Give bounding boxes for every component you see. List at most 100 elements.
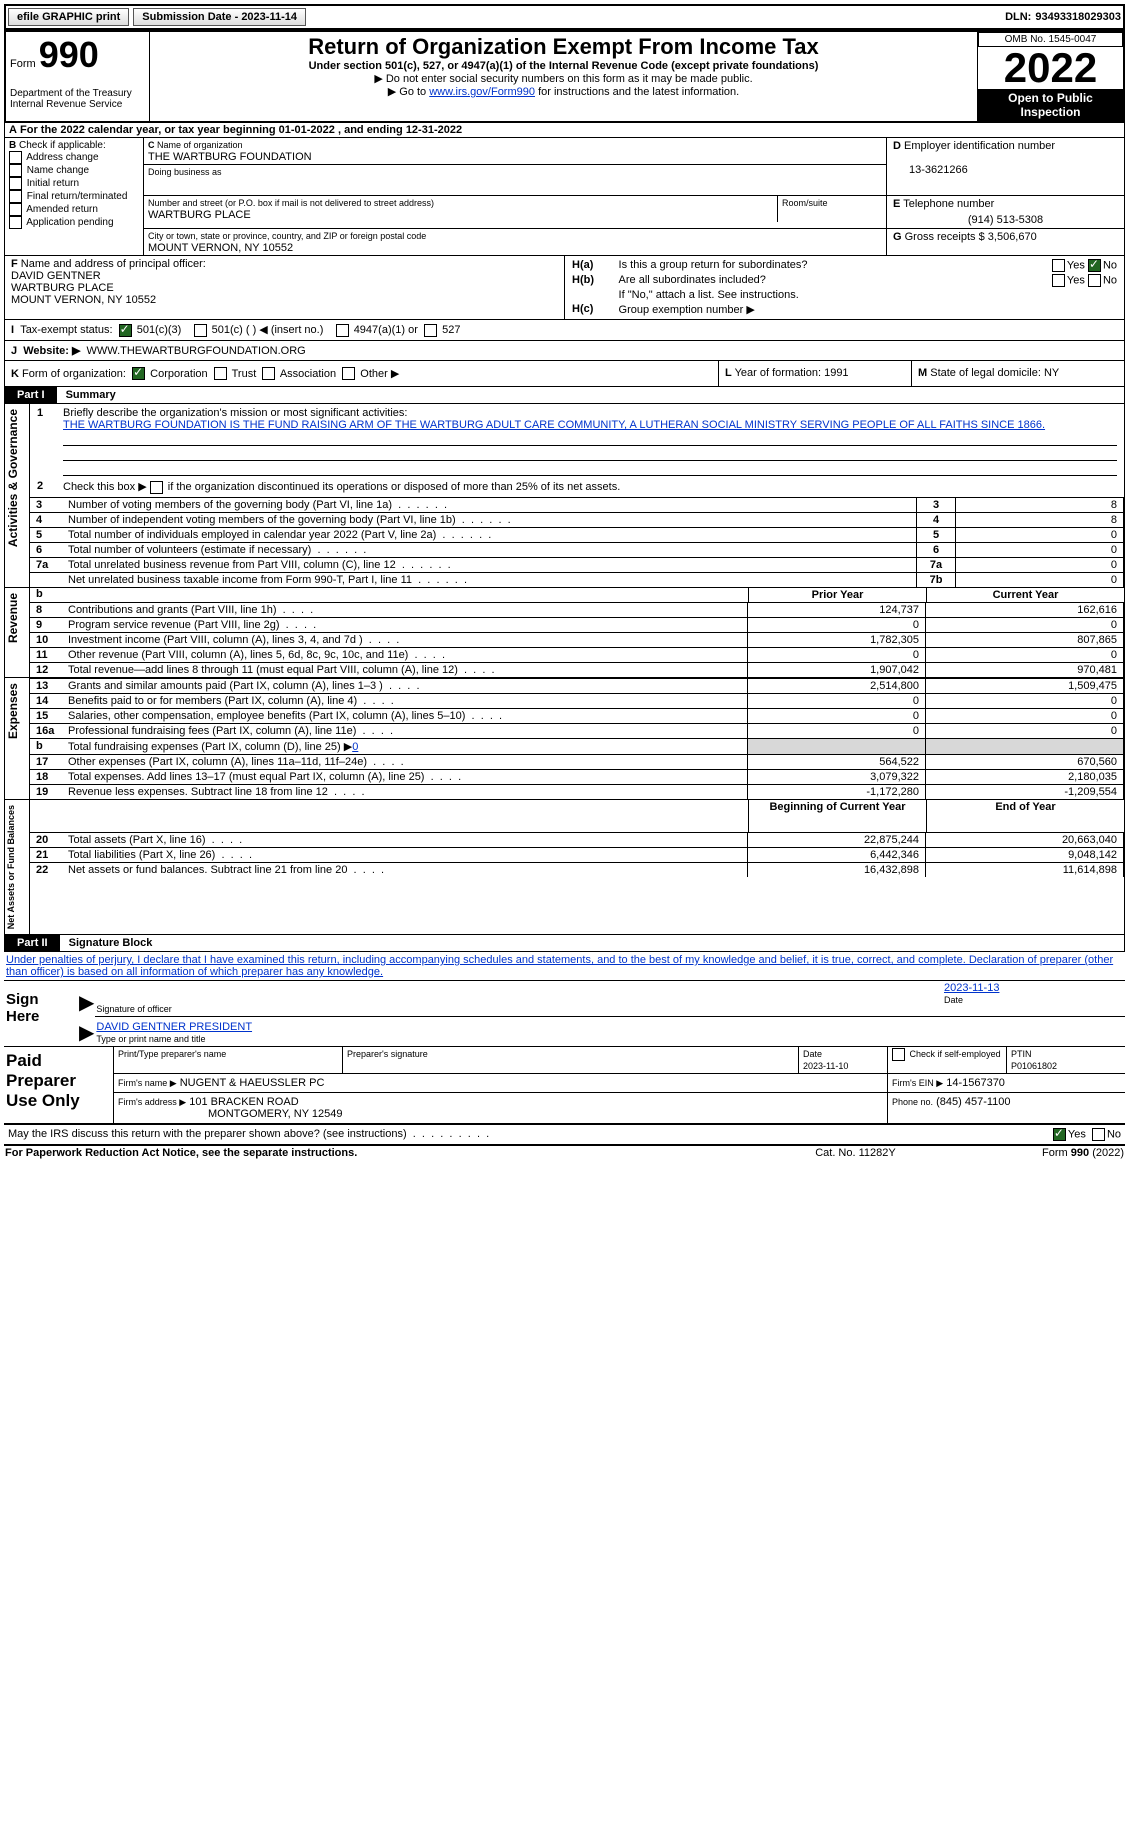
opt-name: Name change	[27, 165, 89, 176]
footer: For Paperwork Reduction Act Notice, see …	[4, 1146, 1125, 1160]
opt-assoc: Association	[280, 368, 336, 380]
sig-officer-label: Signature of officer	[96, 1004, 171, 1014]
form990-link[interactable]: www.irs.gov/Form990	[429, 86, 535, 98]
officer-city: MOUNT VERNON, NY 10552	[11, 294, 156, 306]
check-501c3[interactable]	[119, 324, 132, 337]
check-other[interactable]	[342, 367, 355, 380]
check-self-employed[interactable]	[892, 1048, 905, 1061]
table-row: Net unrelated business taxable income fr…	[30, 572, 1124, 587]
may-irs-no[interactable]	[1092, 1128, 1105, 1141]
hc-text: Group exemption number ▶	[618, 302, 1118, 317]
sig-date: 2023-11-13	[944, 982, 999, 994]
check-corporation[interactable]	[132, 367, 145, 380]
line-a-end: 12-31-2022	[406, 124, 462, 136]
check-final-return[interactable]	[9, 190, 22, 203]
table-row: 18Total expenses. Add lines 13–17 (must …	[30, 769, 1124, 784]
dba-label: Doing business as	[148, 167, 222, 177]
check-application-pending[interactable]	[9, 216, 22, 229]
instr-2: ▶ Go to www.irs.gov/Form990 for instruct…	[156, 85, 971, 98]
firm-ein-value: 14-1567370	[946, 1077, 1005, 1089]
j-label: Website: ▶	[23, 345, 80, 357]
gross-receipts-value: 3,506,670	[988, 231, 1037, 243]
sign-here-block: Sign Here ▶ Signature of officer 2023-11…	[4, 980, 1125, 1047]
paid-preparer-block: Paid Preparer Use Only Print/Type prepar…	[4, 1047, 1125, 1125]
dln-label: DLN:	[1005, 11, 1031, 23]
irs-label: Internal Revenue Service	[10, 99, 122, 110]
check-self-label2: if self-employed	[938, 1049, 1001, 1059]
k-label: Form of organization:	[22, 368, 126, 380]
vlabel-exp: Expenses	[6, 679, 20, 743]
may-irs-text: May the IRS discuss this return with the…	[8, 1128, 407, 1140]
line-a-pre: For the 2022 calendar year, or tax year …	[20, 124, 279, 136]
table-row: bTotal fundraising expenses (Part IX, co…	[30, 738, 1124, 754]
table-row: 10Investment income (Part VIII, column (…	[30, 632, 1124, 647]
check-association[interactable]	[262, 367, 275, 380]
firm-addr1: 101 BRACKEN ROAD	[189, 1096, 298, 1108]
table-row: 22Net assets or fund balances. Subtract …	[30, 862, 1124, 877]
table-row: 19Revenue less expenses. Subtract line 1…	[30, 784, 1124, 799]
check-trust[interactable]	[214, 367, 227, 380]
part-2-header: Part II Signature Block	[4, 935, 1125, 952]
hb-yes-check[interactable]	[1052, 274, 1065, 287]
org-name: THE WARTBURG FOUNDATION	[148, 151, 312, 163]
table-row: 15Salaries, other compensation, employee…	[30, 708, 1124, 723]
ha-no-check[interactable]	[1088, 259, 1101, 272]
table-row: 7aTotal unrelated business revenue from …	[30, 557, 1124, 572]
street-label: Number and street (or P.O. box if mail i…	[148, 198, 434, 208]
table-row: 4Number of independent voting members of…	[30, 512, 1124, 527]
line-a-mid: , and ending	[338, 124, 406, 136]
phone-value: (914) 513-5308	[893, 214, 1118, 226]
website-value: WWW.THEWARTBURGFOUNDATION.ORG	[87, 345, 306, 357]
submission-date-button[interactable]: Submission Date - 2023-11-14	[133, 8, 306, 26]
dln-value: 93493318029303	[1035, 11, 1121, 23]
ptin-value: P01061802	[1011, 1061, 1057, 1071]
check-amended-return[interactable]	[9, 203, 22, 216]
instr-2-pre: ▶ Go to	[388, 86, 429, 98]
firm-name-value: NUGENT & HAEUSSLER PC	[180, 1077, 325, 1089]
check-4947[interactable]	[336, 324, 349, 337]
check-discontinued[interactable]	[150, 481, 163, 494]
ha-text: Is this a group return for subordinates?	[618, 258, 988, 273]
instr-1: ▶ Do not enter social security numbers o…	[156, 72, 971, 85]
line2-post: if the organization discontinued its ope…	[168, 481, 621, 493]
opt-final: Final return/terminated	[27, 191, 128, 202]
vlabel-ag: Activities & Governance	[6, 405, 20, 551]
firm-addr-label: Firm's address ▶	[118, 1097, 186, 1107]
m-value: NY	[1044, 367, 1059, 379]
room-label: Room/suite	[782, 198, 828, 208]
hb-note: If "No," attach a list. See instructions…	[618, 288, 1118, 302]
paperwork-notice: For Paperwork Reduction Act Notice, see …	[5, 1147, 357, 1159]
prep-date-label: Date	[803, 1049, 822, 1059]
check-self-label: Check	[910, 1049, 936, 1059]
check-name-change[interactable]	[9, 164, 22, 177]
efile-print-button[interactable]: efile GRAPHIC print	[8, 8, 129, 26]
e-label: Telephone number	[903, 198, 994, 210]
ha-yes-check[interactable]	[1052, 259, 1065, 272]
may-irs-yes[interactable]	[1053, 1128, 1066, 1141]
check-501c[interactable]	[194, 324, 207, 337]
check-527[interactable]	[424, 324, 437, 337]
form-header: Form 990 Department of the Treasury Inte…	[4, 30, 1125, 123]
l-label: Year of formation:	[735, 367, 821, 379]
form-word: Form	[10, 58, 36, 70]
part-1-header: Part I Summary	[4, 387, 1125, 404]
line1-label: Briefly describe the organization's miss…	[63, 407, 407, 419]
i-label: Tax-exempt status:	[20, 324, 112, 336]
ij-block: I Tax-exempt status: 501(c)(3) 501(c) ( …	[4, 320, 1125, 361]
hb-no-check[interactable]	[1088, 274, 1101, 287]
opt-trust: Trust	[232, 368, 257, 380]
opt-amended: Amended return	[26, 204, 98, 215]
firm-addr2: MONTGOMERY, NY 12549	[208, 1108, 343, 1120]
check-initial-return[interactable]	[9, 177, 22, 190]
check-address-change[interactable]	[9, 151, 22, 164]
table-row: 14Benefits paid to or for members (Part …	[30, 693, 1124, 708]
opt-501c3: 501(c)(3)	[137, 324, 182, 336]
table-row: 3Number of voting members of the governi…	[30, 497, 1124, 512]
entity-block: B Check if applicable: Address change Na…	[4, 138, 1125, 256]
street-value: WARTBURG PLACE	[148, 209, 251, 221]
table-row: 12Total revenue—add lines 8 through 11 (…	[30, 662, 1124, 677]
table-row: 8Contributions and grants (Part VIII, li…	[30, 602, 1124, 617]
d-label: Employer identification number	[904, 140, 1055, 152]
c-name-label: Name of organization	[157, 140, 243, 150]
may-irs-row: May the IRS discuss this return with the…	[4, 1125, 1125, 1146]
